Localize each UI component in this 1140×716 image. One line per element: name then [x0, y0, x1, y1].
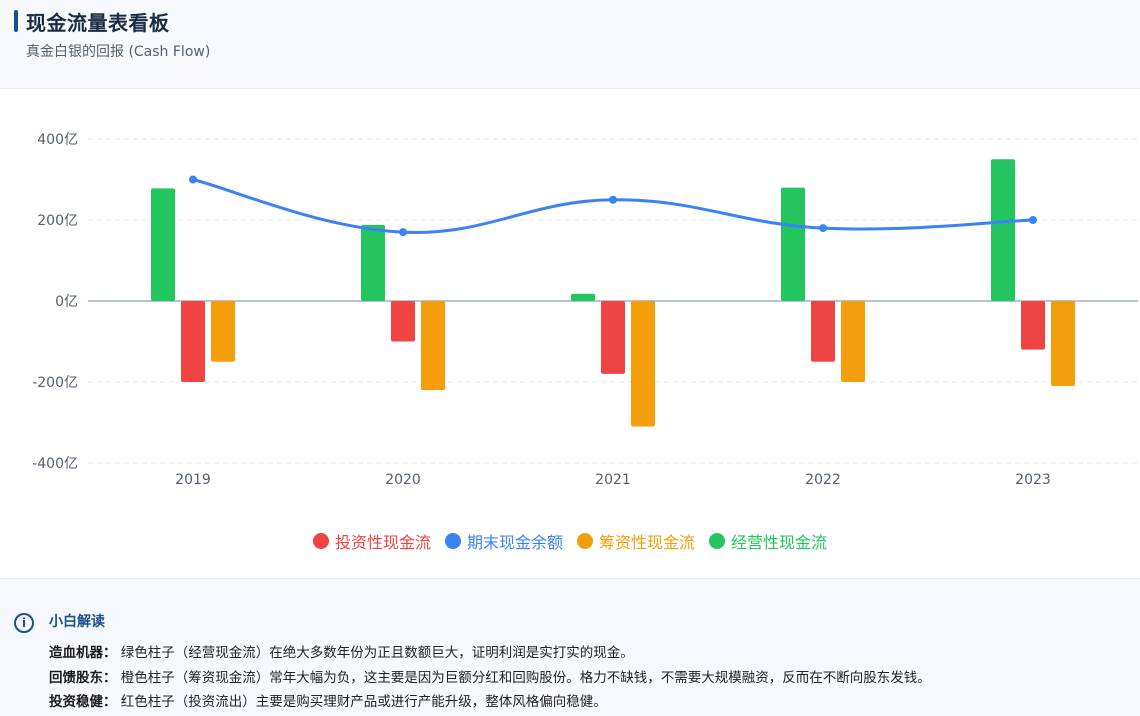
- insight-line-2: 回馈股东： 橙色柱子（筹资现金流）常年大幅为负，这主要是因为巨额分红和回购股份。…: [49, 666, 931, 686]
- bar-筹资性现金流-2022: [841, 301, 865, 382]
- legend-dot-icon: [444, 533, 461, 549]
- x-tick-label: 2022: [805, 472, 841, 488]
- legend-dot-icon: [709, 533, 726, 549]
- page-title: 现金流量表看板: [26, 11, 170, 35]
- bar-投资性现金流-2019: [181, 301, 205, 382]
- x-tick-label: 2021: [595, 472, 631, 488]
- legend-item[interactable]: 投资性现金流: [312, 529, 431, 553]
- y-tick-label: 0亿: [55, 294, 78, 310]
- x-tick-label: 2023: [1015, 472, 1051, 488]
- bar-投资性现金流-2020: [391, 301, 415, 342]
- bar-筹资性现金流-2021: [631, 301, 655, 427]
- bar-经营性现金流-2020: [361, 224, 385, 301]
- line-point-2019: [189, 175, 197, 184]
- insight-key: 投资稳健：: [49, 694, 117, 710]
- legend-label: 期末现金余额: [466, 533, 563, 552]
- line-point-2022: [819, 224, 827, 233]
- insight-panel: i 小白解读 造血机器： 绿色柱子（经营现金流）在绝大多数年份为正且数额巨大，证…: [0, 578, 1140, 716]
- legend-item[interactable]: 经营性现金流: [709, 529, 827, 553]
- bar-经营性现金流-2019: [151, 188, 175, 301]
- insight-text: 橙色柱子（筹资现金流）常年大幅为负，这主要是因为巨额分红和回购股份。格力不缺钱，…: [120, 670, 931, 686]
- cash-flow-chart: 400亿 200亿 0亿 -200亿 -400亿 2019 2020 2021 2022 2023: [0, 88, 1140, 578]
- line-series-期末现金余额: [192, 178, 1034, 234]
- y-tick-label: -200亿: [32, 375, 78, 391]
- insight-title: 小白解读: [49, 614, 105, 630]
- info-icon: i: [14, 613, 34, 633]
- legend-label: 经营性现金流: [731, 533, 828, 552]
- line-point-2021: [609, 195, 617, 204]
- legend-label: 筹资性现金流: [599, 533, 696, 552]
- bar-筹资性现金流-2023: [1051, 301, 1075, 387]
- insight-key: 回馈股东：: [49, 670, 117, 686]
- bar-经营性现金流-2022: [781, 187, 805, 301]
- insight-text: 绿色柱子（经营现金流）在绝大多数年份为正且数额巨大，证明利润是实打实的现金。: [120, 645, 634, 661]
- insight-key: 造血机器：: [49, 645, 117, 661]
- legend-item[interactable]: 期末现金余额: [444, 529, 563, 553]
- bar-投资性现金流-2021: [601, 301, 625, 374]
- x-tick-label: 2020: [385, 472, 421, 488]
- page-subtitle: 真金白银的回报 (Cash Flow): [26, 44, 211, 60]
- chart-legend: 投资性现金流 期末现金余额 筹资性现金流 经营性现金流: [0, 527, 1140, 555]
- bar-经营性现金流-2023: [991, 159, 1015, 301]
- title-accent-bar: [14, 10, 18, 32]
- bar-筹资性现金流-2019: [211, 301, 235, 362]
- insight-line-3: 投资稳健： 红色柱子（投资流出）主要是购买理财产品或进行产能升级，整体风格偏向稳…: [49, 690, 607, 710]
- legend-label: 投资性现金流: [334, 533, 431, 552]
- bar-投资性现金流-2023: [1021, 301, 1045, 350]
- header: 现金流量表看板 真金白银的回报 (Cash Flow): [0, 0, 1140, 89]
- insight-text: 红色柱子（投资流出）主要是购买理财产品或进行产能升级，整体风格偏向稳健。: [120, 694, 607, 710]
- x-tick-label: 2019: [175, 472, 211, 488]
- y-tick-label: -400亿: [32, 456, 78, 472]
- line-point-2023: [1029, 216, 1037, 224]
- line-point-2020: [399, 228, 407, 237]
- chart-svg: 400亿 200亿 0亿 -200亿 -400亿 2019 2020 2021 2022 2023: [32, 132, 1138, 488]
- legend-item[interactable]: 筹资性现金流: [577, 529, 695, 553]
- y-tick-label: 400亿: [37, 132, 78, 148]
- legend-dot-icon: [577, 533, 593, 549]
- legend-dot-icon: [312, 533, 329, 549]
- bar-筹资性现金流-2020: [421, 301, 445, 391]
- y-tick-label: 200亿: [37, 213, 78, 229]
- insight-line-1: 造血机器： 绿色柱子（经营现金流）在绝大多数年份为正且数额巨大，证明利润是实打实…: [49, 641, 634, 661]
- bar-投资性现金流-2022: [811, 301, 835, 362]
- bar-经营性现金流-2021: [571, 293, 595, 301]
